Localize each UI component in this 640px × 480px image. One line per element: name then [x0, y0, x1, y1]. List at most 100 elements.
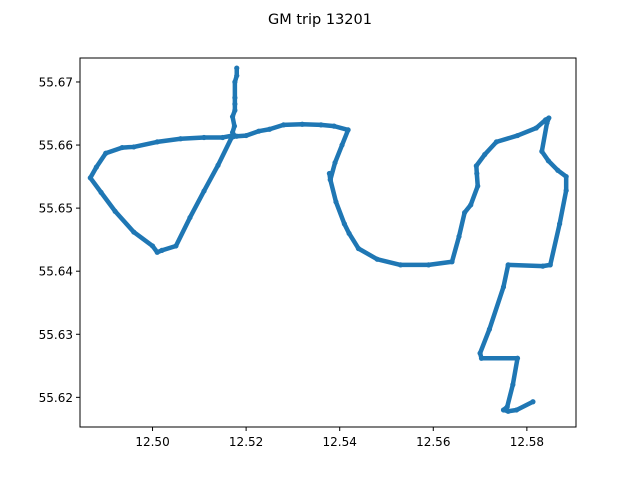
trip-point	[234, 133, 240, 139]
trip-point	[397, 262, 404, 268]
trip-point	[332, 160, 338, 166]
trip-point	[493, 139, 500, 145]
trip-point	[478, 355, 485, 361]
y-tick-label: 55.66	[39, 139, 73, 153]
trip-point	[374, 256, 380, 262]
trip-point	[131, 229, 137, 235]
trip-point	[505, 408, 511, 414]
trip-point	[201, 134, 207, 141]
trip-point	[486, 326, 493, 332]
trip-point	[154, 139, 160, 145]
trip-point	[154, 249, 160, 255]
trip-point	[462, 209, 468, 216]
trip-point	[331, 123, 337, 129]
trip-point	[482, 151, 488, 158]
chart-title: GM trip 13201	[268, 12, 372, 28]
y-axis: 55.62 55.63 55.64 55.65 55.66 55.67	[39, 75, 80, 405]
trip-point	[93, 164, 99, 170]
trip-point	[103, 150, 109, 156]
y-tick-label: 55.62	[39, 391, 73, 405]
trip-point	[234, 73, 240, 79]
trip-point	[474, 170, 480, 177]
trip-point	[544, 120, 550, 126]
y-tick-label: 55.65	[39, 202, 73, 216]
trip-track-line	[88, 133, 235, 255]
trip-point	[339, 142, 345, 148]
trip-point	[505, 262, 511, 268]
trip-point	[201, 188, 207, 194]
trip-point	[98, 189, 104, 195]
trip-point	[468, 202, 474, 208]
trip-point	[533, 125, 539, 131]
trip-point	[178, 136, 184, 142]
trip-point	[539, 148, 545, 154]
trip-point	[345, 127, 351, 133]
trip-point	[504, 404, 510, 410]
x-tick-label: 12.56	[416, 435, 450, 449]
x-axis: 12.50 12.52 12.54 12.56 12.58	[135, 427, 544, 449]
trip-point	[500, 407, 507, 413]
trip-point	[456, 233, 462, 240]
trip-point	[232, 101, 238, 107]
trip-track-series	[87, 132, 236, 255]
trip-point	[346, 230, 352, 236]
trip-point	[341, 221, 347, 227]
trip-point	[234, 65, 240, 71]
trip-point	[187, 214, 193, 221]
trip-point	[449, 259, 455, 265]
trip-point	[555, 167, 561, 173]
trip-track-series	[229, 65, 569, 414]
trip-point	[173, 243, 179, 249]
trip-point	[232, 79, 238, 85]
x-tick-label: 12.58	[510, 435, 544, 449]
plot-area	[87, 65, 569, 414]
trip-point	[266, 126, 273, 132]
trip-point	[215, 162, 221, 168]
trip-point	[477, 350, 483, 356]
trip-point	[232, 107, 238, 113]
y-tick-label: 55.67	[39, 75, 73, 89]
trip-point	[326, 170, 333, 177]
trip-point	[87, 175, 93, 181]
trip-point	[563, 173, 569, 180]
trip-point	[557, 221, 563, 227]
trip-point	[131, 144, 137, 150]
trip-point	[232, 95, 238, 101]
x-tick-label: 12.54	[323, 435, 357, 449]
x-tick-label: 12.50	[135, 435, 169, 449]
trip-point	[546, 115, 552, 121]
trip-point	[513, 407, 520, 413]
trip-point	[229, 132, 236, 139]
trip-point	[256, 128, 262, 134]
trip-point	[220, 134, 226, 141]
trip-point	[229, 114, 236, 120]
trip-point	[500, 284, 507, 290]
trip-point	[149, 243, 156, 249]
trip-point	[280, 122, 287, 128]
trip-point	[333, 199, 339, 205]
trip-point	[473, 163, 479, 169]
y-tick-label: 55.64	[39, 265, 73, 279]
trip-point	[475, 183, 481, 189]
trip-point	[243, 132, 249, 139]
plot-frame	[79, 57, 577, 428]
trip-point	[355, 245, 362, 252]
trip-point	[159, 247, 165, 253]
trip-point	[112, 208, 118, 214]
trip-point	[510, 382, 516, 388]
trip-point	[514, 355, 521, 361]
trip-point	[119, 144, 125, 151]
trip-point	[318, 122, 324, 128]
x-tick-label: 12.52	[229, 435, 263, 449]
trip-point	[299, 121, 305, 127]
trip-point	[563, 187, 569, 194]
y-tick-label: 55.63	[39, 328, 73, 342]
trip-point	[540, 263, 546, 269]
trip-point	[514, 132, 521, 139]
trip-point	[547, 262, 553, 268]
trip-point	[327, 177, 333, 183]
trip-point	[530, 399, 536, 405]
trip-point	[426, 262, 432, 268]
trip-point	[231, 123, 238, 129]
